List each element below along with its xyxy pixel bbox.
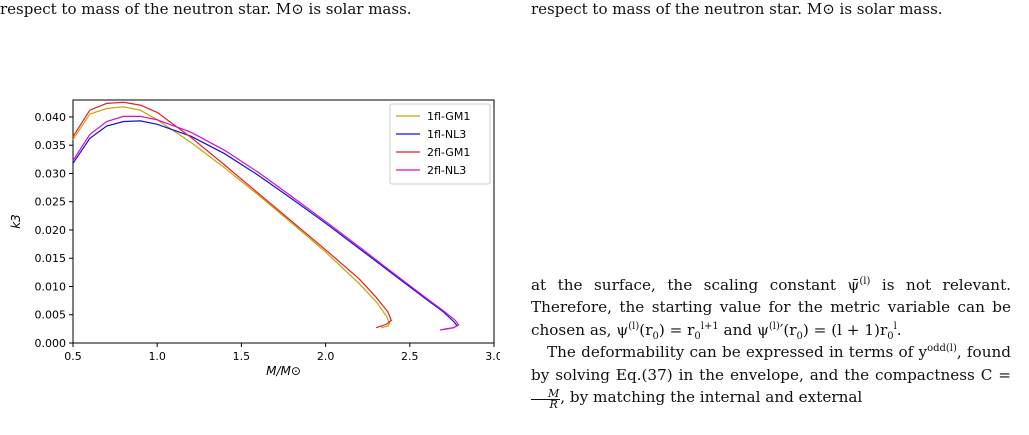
p1-sub-1: 0	[652, 330, 659, 342]
p1-mid-2: ) = r	[658, 320, 695, 339]
y-axis-label: k3	[9, 214, 23, 229]
plot-frame	[72, 99, 495, 344]
p1-end: .	[896, 320, 902, 339]
axis-layer: 0.5 1.0 1.5 2.0 2.5 3.0 0.000 0.005 0.010 0.015 0.…	[35, 111, 501, 363]
x-axis-label: M/M⊙	[266, 364, 301, 378]
p1-sup-5: l	[893, 320, 897, 332]
fraction-numerator: M	[531, 388, 561, 401]
legend-label-2fl-GM1: 2fl-GM1	[427, 146, 470, 159]
p1-sub-4: 0	[887, 330, 894, 342]
p1-mid-3: and ψ	[718, 320, 769, 339]
y-tick-label: 0.020	[35, 224, 67, 237]
x-tick-label: 1.0	[148, 350, 166, 363]
p1-text-2: Therefore, the starting value for the me…	[531, 298, 1011, 339]
x-tick-label: 2.5	[401, 350, 419, 363]
x-tick-label: 2.0	[317, 350, 335, 363]
p1-sup-1: (l)	[859, 275, 871, 287]
p2-start: The deformability can be expressed in te…	[547, 343, 928, 362]
p1-mid-5: ) = (l + 1)r	[802, 320, 888, 339]
p1-sub-3: 0	[796, 330, 803, 342]
series-layer	[72, 101, 460, 331]
legend-label-1fl-GM1: 1fl-GM1	[427, 110, 470, 123]
p1-text-1: at the surface, the scaling constant ψ̄	[531, 276, 860, 294]
figure-caption-left: respect to mass of the neutron star. M⊙ …	[0, 0, 412, 18]
series-line-2fl-GM1	[72, 101, 393, 329]
y-tick-label: 0.005	[35, 309, 67, 322]
series-line-2fl-NL3	[72, 115, 460, 331]
legend-box	[389, 103, 491, 185]
p1-text-1-end: is not relevant.	[870, 276, 1011, 294]
p2-sup-1: odd(l)	[927, 343, 957, 355]
p1-mid-1: (r	[639, 320, 653, 339]
p1-sup-3: l+1	[700, 320, 719, 332]
x-tick-label: 0.5	[64, 350, 82, 363]
p1-sub-2: 0	[694, 330, 701, 342]
figure-caption-right: respect to mass of the neutron star. M⊙ …	[531, 0, 943, 18]
y-tick-label: 0.030	[35, 167, 67, 180]
x-tick-label: 3.0	[485, 350, 500, 363]
legend: 1fl-GM1 1fl-NL3 2fl-GM1 2fl-NL3	[389, 103, 491, 185]
series-line-1fl-NL3	[72, 120, 458, 330]
legend-label-2fl-NL3: 2fl-NL3	[427, 164, 466, 177]
p1-sup-2: (l)	[628, 320, 640, 332]
y-tick-label: 0.000	[35, 337, 67, 350]
k3-vs-mass-chart: 0.5 1.0 1.5 2.0 2.5 3.0 0.000 0.005 0.010 0.015 0.…	[9, 99, 501, 378]
p1-sup-4: (l)	[768, 320, 780, 332]
y-tick-label: 0.010	[35, 280, 67, 293]
y-tick-label: 0.040	[35, 111, 67, 124]
x-tick-label: 1.5	[233, 350, 251, 363]
p2-mid-1: , found by solving Eq.(37) in the envelo…	[531, 343, 1011, 384]
p1-mid-4: ′(r	[779, 320, 797, 339]
paragraph-2: The deformability can be expressed in te…	[531, 341, 1011, 410]
fraction-denominator: R	[549, 398, 558, 412]
y-tick-label: 0.015	[35, 252, 67, 265]
legend-label-1fl-NL3: 1fl-NL3	[427, 128, 466, 141]
y-tick-label: 0.025	[35, 196, 67, 209]
p2-end: , by matching the internal and external	[560, 388, 863, 407]
series-line-1fl-GM1	[72, 106, 391, 329]
y-tick-label: 0.035	[35, 139, 67, 152]
paragraph-1: at the surface, the scaling constant ψ̄(…	[531, 274, 1011, 341]
body-text: at the surface, the scaling constant ψ̄(…	[531, 274, 1011, 410]
